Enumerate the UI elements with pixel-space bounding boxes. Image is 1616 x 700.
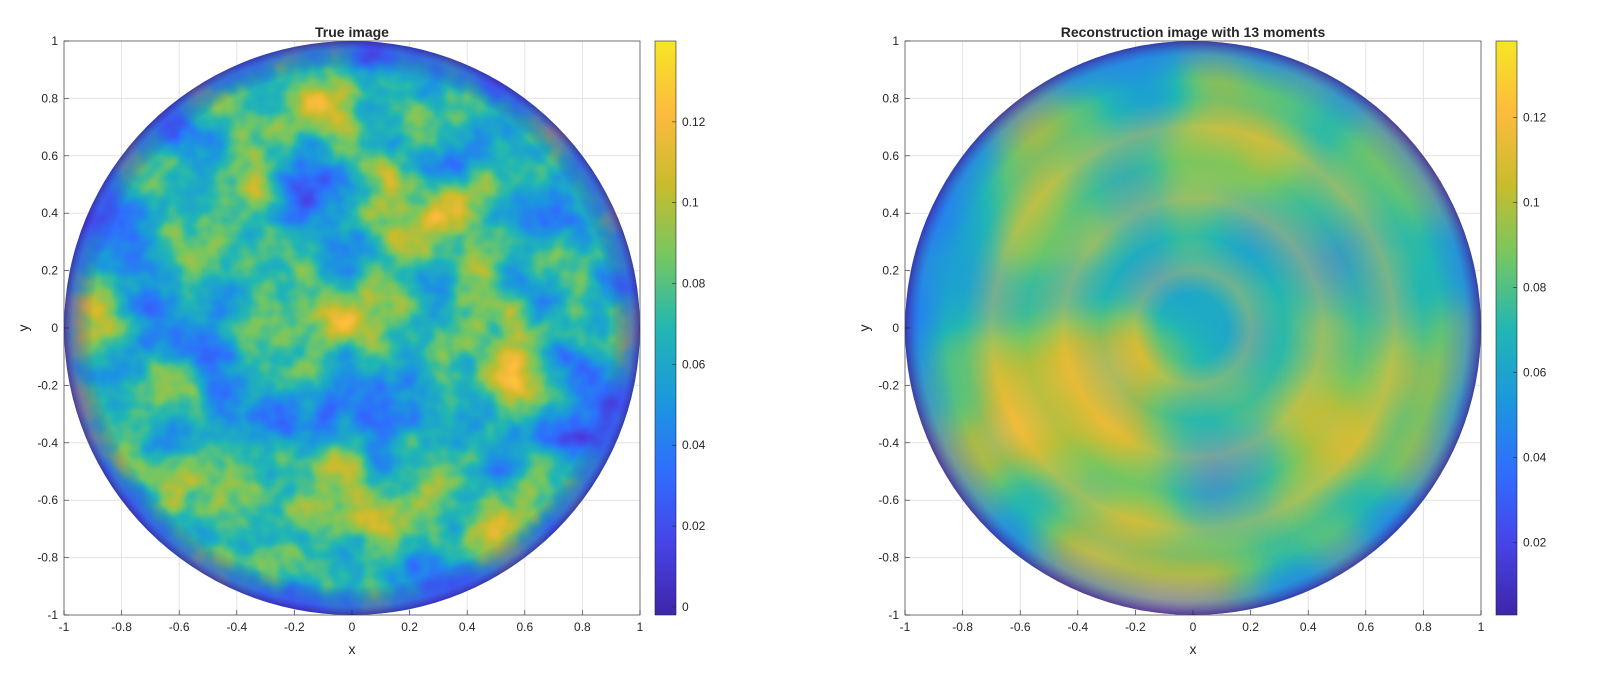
y-tick-label: 1 [51,34,58,48]
chart-title: True image [315,24,389,40]
x-tick-label: -0.8 [111,620,132,634]
y-tick-label: 0.4 [41,206,58,220]
y-tick-label: 0.8 [882,91,899,105]
x-tick-label: 0 [349,620,356,634]
y-tick-label: -0.4 [37,436,58,450]
x-tick-label: 0.2 [1242,620,1259,634]
true-image-panel: True image -1 -0.8 -0.6 -0.4 -0.2 0 0.2 0.4 0.6 0… [15,24,706,657]
y-tick-label: 1 [892,34,899,48]
x-tick-label: -0.6 [1010,620,1031,634]
y-tick-label: -0.2 [37,378,58,392]
x-tick-label: -1 [59,620,70,634]
chart-title: Reconstruction image with 13 moments [1061,24,1326,40]
y-tick-label: -1 [888,608,899,622]
colorbar-tick-label: 0.08 [1523,281,1547,295]
colorbar-tick-label: 0.12 [1523,111,1547,125]
colorbar-tick-label: 0.1 [1523,196,1540,210]
colorbar-ramp [654,40,677,616]
x-tick-label: -0.8 [952,620,973,634]
y-tick-label: 0.6 [41,149,58,163]
x-axis-label: x [349,641,356,657]
y-tick-label: 0.2 [41,264,58,278]
y-axis-label: y [15,325,31,332]
colorbar-tick-label: 0.04 [682,438,706,452]
x-tick-label: 0.4 [1300,620,1317,634]
y-axis-ticks: 1 0.8 0.6 0.4 0.2 0 -0.2 -0.4 -0.6 -0.8 -1 [878,34,910,622]
colorbar: 0.02 0.04 0.06 0.08 0.1 0.12 [1495,40,1547,616]
x-tick-label: 0.6 [1357,620,1374,634]
y-tick-label: -0.2 [878,378,899,392]
y-tick-label: 0 [51,321,58,335]
heatmap-image [905,41,1481,615]
y-tick-label: 0 [892,321,899,335]
colorbar-ticks: 0 0.02 0.04 0.06 0.08 0.1 0.12 [672,115,706,614]
colorbar: 0 0.02 0.04 0.06 0.08 0.1 0.12 [654,40,706,616]
x-tick-label: 1 [1478,620,1485,634]
x-axis-ticks: -1 -0.8 -0.6 -0.4 -0.2 0 0.2 0.4 0.6 0.8 1 [59,610,644,634]
colorbar-tick-label: 0.02 [682,519,706,533]
colorbar-tick-label: 0.08 [682,277,706,291]
y-tick-label: 0.6 [882,149,899,163]
y-tick-label: 0.8 [41,91,58,105]
x-tick-label: 0.4 [459,620,476,634]
y-tick-label: -0.8 [37,551,58,565]
y-tick-label: 0.2 [882,264,899,278]
heatmap-image [64,41,640,615]
x-tick-label: -0.4 [1067,620,1088,634]
y-axis-label: y [856,325,872,332]
y-tick-label: 0.4 [882,206,899,220]
x-tick-label: -0.6 [169,620,190,634]
colorbar-tick-label: 0.04 [1523,451,1547,465]
x-tick-label: -0.2 [284,620,305,634]
colorbar-tick-label: 0.06 [1523,366,1547,380]
x-tick-label: -1 [900,620,911,634]
y-tick-label: -0.6 [878,493,899,507]
x-tick-label: 0.6 [516,620,533,634]
y-tick-label: -1 [47,608,58,622]
colorbar-tick-label: 0.06 [682,357,706,371]
colorbar-tick-label: 0.1 [682,196,699,210]
colorbar-tick-label: 0.02 [1523,536,1547,550]
y-tick-label: -0.6 [37,493,58,507]
x-tick-label: -0.2 [1125,620,1146,634]
x-tick-label: 0.8 [574,620,591,634]
y-tick-label: -0.8 [878,551,899,565]
y-tick-label: -0.4 [878,436,899,450]
x-tick-label: 0 [1190,620,1197,634]
colorbar-tick-label: 0.12 [682,115,706,129]
x-tick-label: 0.8 [1415,620,1432,634]
x-axis-ticks: -1 -0.8 -0.6 -0.4 -0.2 0 0.2 0.4 0.6 0.8 1 [900,610,1485,634]
colorbar-ticks: 0.02 0.04 0.06 0.08 0.1 0.12 [1513,111,1547,550]
x-tick-label: 1 [637,620,644,634]
x-tick-label: 0.2 [401,620,418,634]
x-axis-label: x [1190,641,1197,657]
colorbar-ramp [1495,40,1518,616]
colorbar-tick-label: 0 [682,600,689,614]
x-tick-label: -0.4 [226,620,247,634]
reconstruction-image-panel: Reconstruction image with 13 moments -1-… [856,24,1547,657]
y-axis-ticks: 1 0.8 0.6 0.4 0.2 0 -0.2 -0.4 -0.6 -0.8 -1 [37,34,69,622]
